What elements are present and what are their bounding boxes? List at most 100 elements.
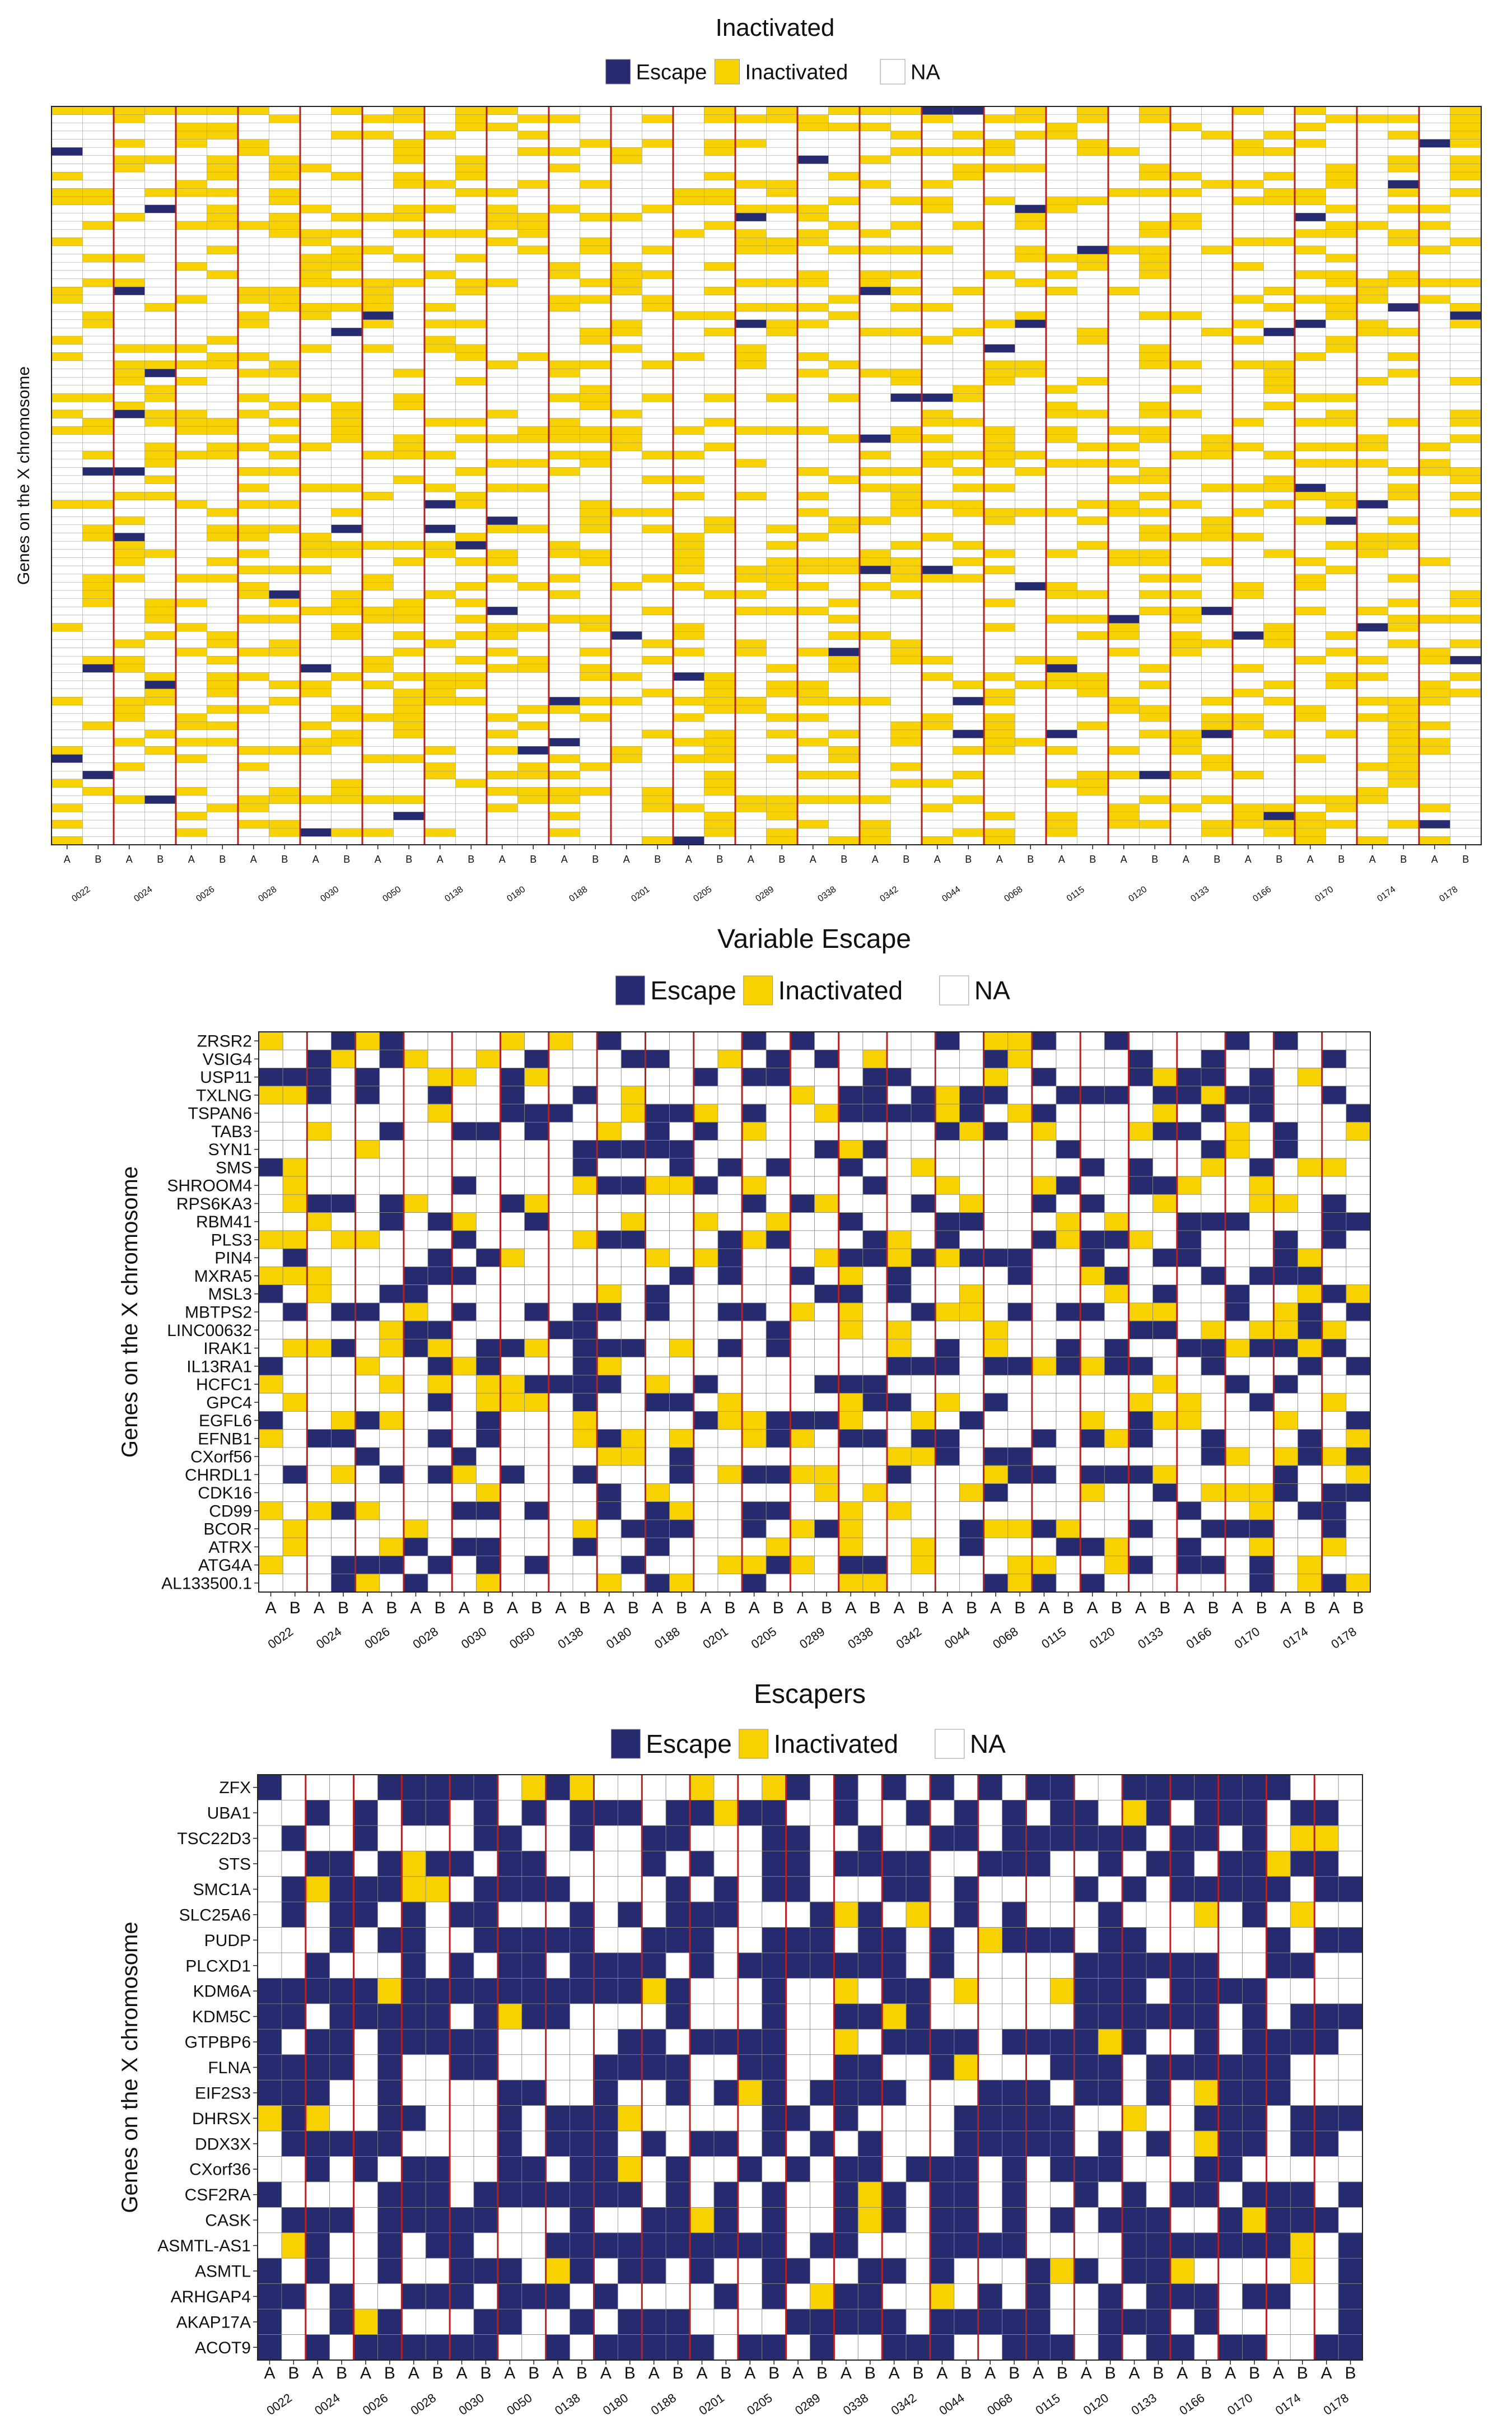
heatmap-cell [1418, 467, 1450, 476]
heatmap-cell [82, 565, 114, 574]
heatmap-cell [580, 254, 612, 263]
heatmap-cell [1326, 360, 1357, 369]
heatmap-cell [1388, 270, 1420, 279]
heatmap-cell [113, 229, 145, 238]
heatmap-cell [269, 697, 301, 706]
heatmap-cell [673, 336, 704, 345]
heatmap-cell [1450, 180, 1482, 189]
heatmap-cell [1263, 303, 1295, 312]
heatmap-cell [1015, 229, 1047, 238]
legend-item: Inactivated [715, 59, 848, 85]
heatmap-cell [953, 541, 984, 550]
heatmap-cell [269, 648, 301, 657]
heatmap-cell [580, 311, 612, 320]
heatmap-cell [331, 590, 363, 599]
heatmap-cell [1326, 221, 1357, 230]
heatmap-cell [1326, 697, 1357, 706]
heatmap-cell [269, 672, 301, 681]
heatmap-cell [362, 426, 394, 435]
heatmap-cell [424, 139, 456, 148]
heatmap-cell [1326, 336, 1357, 345]
heatmap-cell [455, 779, 487, 788]
heatmap-cell [144, 204, 176, 213]
allele-label: B [157, 854, 164, 865]
heatmap-cell [548, 467, 580, 476]
heatmap-cell [1294, 639, 1326, 648]
heatmap-cell [1139, 754, 1171, 763]
heatmap-cell [673, 459, 704, 468]
heatmap-cell [486, 672, 518, 681]
heatmap-cell [1418, 688, 1450, 697]
heatmap-cell [983, 729, 1015, 738]
heatmap-cell [1418, 385, 1450, 394]
heatmap-cell [1418, 204, 1450, 213]
heatmap-cell [1015, 360, 1047, 369]
heatmap-cell [331, 565, 363, 574]
heatmap-cell [1388, 836, 1420, 845]
heatmap-cell [1170, 762, 1202, 771]
heatmap-cell [953, 164, 984, 173]
heatmap-cell [1201, 574, 1233, 583]
heatmap-cell [859, 344, 891, 353]
allele-label: B [841, 854, 847, 865]
heatmap-cell [486, 533, 518, 542]
heatmap-cell [1139, 221, 1171, 230]
heatmap-cell [828, 492, 860, 501]
heatmap-cell [362, 171, 394, 180]
heatmap-cell [51, 443, 83, 452]
heatmap-cell [548, 492, 580, 501]
heatmap-cell [814, 1121, 839, 1141]
heatmap-cell [269, 114, 301, 123]
heatmap-cell [1418, 729, 1450, 738]
heatmap-cell [953, 770, 984, 780]
heatmap-cell [1263, 171, 1295, 180]
heatmap-cell [1232, 688, 1264, 697]
heatmap-cell [1170, 516, 1202, 525]
heatmap-cell [1201, 524, 1233, 533]
heatmap-cell [838, 1049, 864, 1068]
heatmap-cell [82, 787, 114, 796]
heatmap-cell [766, 213, 798, 222]
heatmap-cell [580, 746, 612, 755]
allele-label: A [872, 854, 879, 865]
heatmap-cell [282, 1176, 307, 1195]
heatmap-cell [1201, 344, 1233, 353]
heatmap-cell [51, 164, 83, 173]
heatmap-cell [890, 303, 922, 312]
heatmap-cell [1077, 508, 1109, 517]
heatmap-cell [620, 1121, 646, 1141]
heatmap-cell [828, 467, 860, 476]
heatmap-cell [331, 278, 363, 287]
heatmap-cell [1077, 828, 1109, 837]
heatmap-cell [704, 722, 736, 730]
heatmap-cell [144, 722, 176, 730]
heatmap-cell [959, 1121, 984, 1141]
heatmap-cell [113, 245, 145, 254]
heatmap-cell [1450, 450, 1482, 459]
heatmap-cell [859, 655, 891, 665]
heatmap-cell [859, 229, 891, 238]
heatmap-cell [1015, 664, 1047, 673]
heatmap-cell [580, 443, 612, 452]
heatmap-cell [766, 475, 798, 484]
heatmap-cell [331, 1086, 356, 1105]
heatmap-cell [704, 770, 736, 780]
heatmap-cell [269, 557, 301, 566]
heatmap-cell [451, 1104, 477, 1123]
heatmap-cell [1294, 328, 1326, 337]
heatmap-cell [175, 238, 207, 246]
heatmap-cell [953, 336, 984, 345]
heatmap-cell [673, 779, 704, 788]
heatmap-cell [1418, 574, 1450, 583]
heatmap-cell [331, 467, 363, 476]
heatmap-cell [828, 344, 860, 353]
heatmap-cell [890, 196, 922, 205]
heatmap-cell [1450, 795, 1482, 804]
heatmap-cell [580, 738, 612, 747]
heatmap-cell [741, 1194, 767, 1213]
heatmap-cell [983, 787, 1015, 796]
heatmap-cell [1046, 549, 1077, 558]
heatmap-cell [1356, 196, 1388, 205]
heatmap-cell [1418, 475, 1450, 484]
heatmap-cell [610, 598, 642, 607]
